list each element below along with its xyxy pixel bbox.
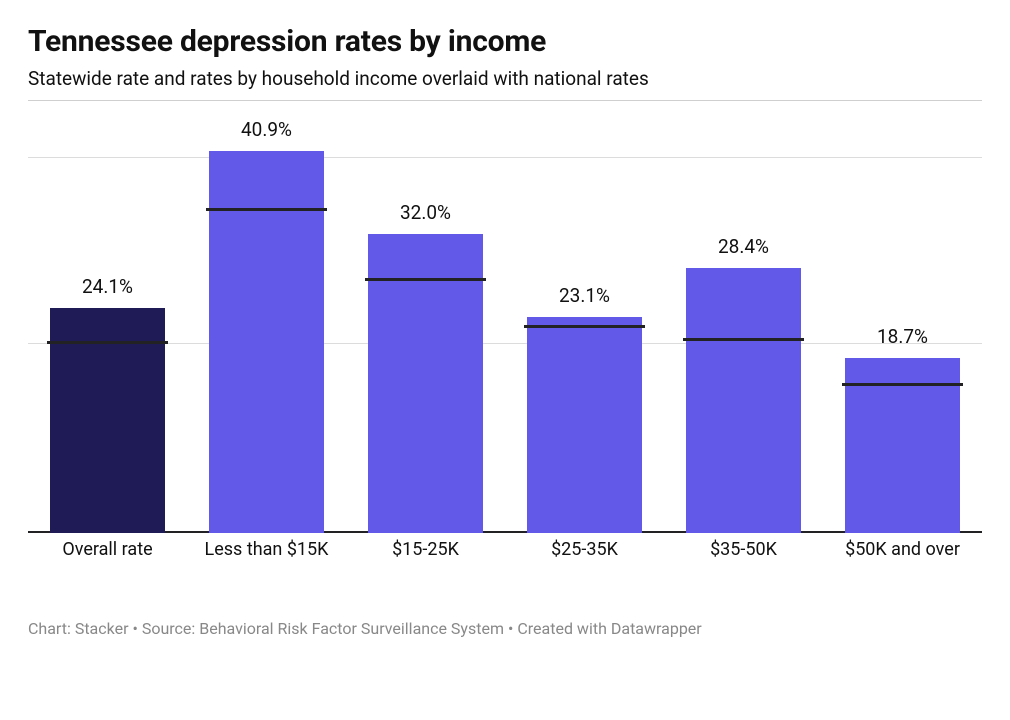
bar-group: 40.9% xyxy=(209,113,323,533)
bar-value-label: 24.1% xyxy=(82,275,133,298)
national-rate-line xyxy=(524,325,644,328)
chart-plot: 24.1% 40.9% 32.0% 23.1% 28.4% 18.7% xyxy=(28,113,982,533)
bar-value-label: 23.1% xyxy=(559,284,610,307)
x-axis-label: Less than $15K xyxy=(187,539,346,562)
bar-value-label: 18.7% xyxy=(877,325,928,348)
x-axis-label: Overall rate xyxy=(28,539,187,562)
x-axis-label: $15-25K xyxy=(346,539,505,562)
chart-subtitle: Statewide rate and rates by household in… xyxy=(28,67,982,90)
chart-bars: 24.1% 40.9% 32.0% 23.1% 28.4% 18.7% xyxy=(28,113,982,533)
bar xyxy=(686,268,800,533)
header-rule xyxy=(28,100,982,101)
chart-area: 24.1% 40.9% 32.0% 23.1% 28.4% 18.7% Overall r… xyxy=(28,113,982,593)
bar-group: 24.1% xyxy=(50,113,164,533)
chart-title: Tennessee depression rates by income xyxy=(28,24,982,59)
national-rate-line xyxy=(842,383,962,386)
bar-value-label: 40.9% xyxy=(241,118,292,141)
national-rate-line xyxy=(365,278,485,281)
national-rate-line xyxy=(683,338,803,341)
chart-footer: Chart: Stacker • Source: Behavioral Risk… xyxy=(28,619,982,638)
bar-value-label: 32.0% xyxy=(400,201,451,224)
bar-group: 18.7% xyxy=(845,113,959,533)
bar-group: 32.0% xyxy=(368,113,482,533)
bar-group: 23.1% xyxy=(527,113,641,533)
bar xyxy=(527,317,641,533)
x-axis-label: $25-35K xyxy=(505,539,664,562)
national-rate-line xyxy=(206,208,326,211)
bar-value-label: 28.4% xyxy=(718,235,769,258)
x-axis-label: $50K and over xyxy=(823,539,982,562)
national-rate-line xyxy=(47,341,167,344)
x-axis-label: $35-50K xyxy=(664,539,823,562)
bar-group: 28.4% xyxy=(686,113,800,533)
